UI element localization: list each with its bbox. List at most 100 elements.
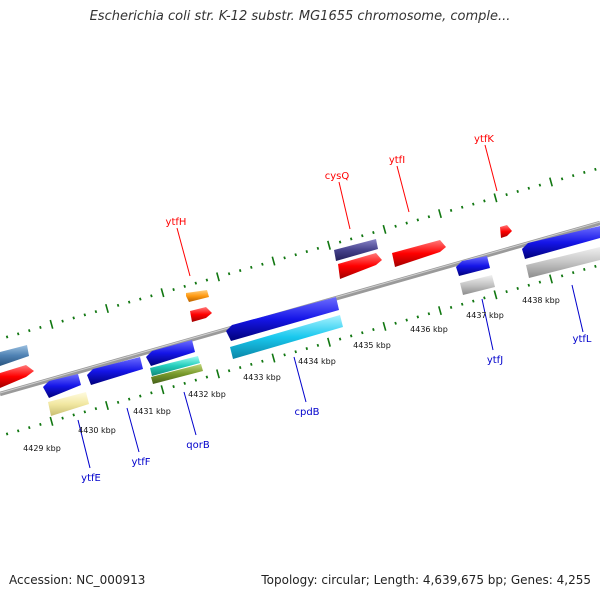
upper-ruler-minor-tick: [305, 250, 309, 254]
upper-ruler-minor-tick: [372, 231, 375, 235]
upper-ruler-minor-tick: [338, 240, 342, 244]
lower-ruler-major-tick: [216, 369, 220, 379]
upper-ruler-minor-tick: [16, 332, 20, 336]
gene-label-ytfI[interactable]: ytfI: [389, 155, 405, 166]
gene-arrow-qorB[interactable]: [146, 340, 195, 366]
map-title: Escherichia coli str. K-12 substr. MG165…: [89, 9, 511, 24]
gene-arrow-ytfE-lower[interactable]: [48, 392, 89, 416]
upper-ruler-major-tick: [216, 272, 220, 282]
gene-arrow-qorB-teal[interactable]: [150, 356, 200, 376]
gene-arrow-cpdB[interactable]: [226, 297, 339, 341]
lower-ruler-major-tick: [438, 306, 442, 316]
gene-label-qorB[interactable]: qorB: [186, 440, 210, 451]
upper-ruler-minor-tick: [72, 316, 75, 320]
upper-ruler-minor-tick: [183, 284, 186, 288]
lower-ruler-minor-tick: [538, 280, 542, 284]
upper-ruler-minor-tick: [583, 170, 586, 174]
gene-arrow-edge-steel[interactable]: [0, 345, 29, 366]
gene-arrow-cysQ-upper[interactable]: [334, 239, 378, 261]
upper-ruler-minor-tick: [39, 325, 42, 329]
upper-ruler-minor-tick: [28, 329, 31, 333]
upper-ruler-minor-tick: [472, 202, 475, 206]
upper-ruler-minor-tick: [594, 167, 597, 171]
gene-label-ytfL[interactable]: ytfL: [573, 334, 592, 345]
gene-arrow-cpdB-lower[interactable]: [230, 315, 343, 359]
gene-label-ytfJ[interactable]: ytfJ: [487, 355, 503, 366]
lower-ruler-minor-tick: [405, 318, 408, 322]
gene-label-ytfF[interactable]: ytfF: [131, 457, 150, 468]
lower-ruler-minor-tick: [483, 296, 486, 300]
lower-ruler-minor-tick: [560, 274, 564, 278]
lower-ruler-minor-tick: [83, 410, 87, 414]
gene-arrow-ytfE[interactable]: [43, 374, 81, 398]
gene-arrow-cysQ[interactable]: [338, 253, 382, 279]
leader-cysQ: [338, 181, 351, 230]
upper-ruler-minor-tick: [238, 269, 242, 273]
gene-arrow-edge-red[interactable]: [0, 365, 34, 388]
lower-ruler-minor-tick: [505, 290, 508, 294]
upper-ruler-minor-tick: [261, 262, 264, 266]
gene-arrow-ytfL-lower[interactable]: [526, 247, 600, 278]
upper-ruler-minor-tick: [505, 193, 508, 197]
upper-ruler-minor-tick: [94, 310, 98, 314]
upper-ruler-minor-tick: [416, 218, 420, 222]
gene-arrow-qorB-olive[interactable]: [151, 364, 203, 384]
lower-ruler-minor-tick: [116, 400, 120, 404]
leader-ytfH: [176, 227, 191, 277]
leader-ytfI: [396, 165, 410, 213]
kbp-tick-labels: 4429 kbp 4430 kbp 4431 kbp 4432 kbp 4433…: [23, 296, 560, 453]
gene-arrow-ytfL[interactable]: [522, 226, 600, 259]
lower-ruler-minor-tick: [427, 312, 431, 316]
lower-ruler-minor-tick: [28, 426, 31, 430]
gene-label-ytfH[interactable]: ytfH: [166, 217, 187, 228]
lower-ruler-minor-tick: [227, 369, 231, 373]
lower-ruler-minor-tick: [5, 432, 9, 436]
upper-ruler-major-tick: [160, 288, 165, 298]
lower-ruler-minor-tick: [150, 391, 153, 395]
gene-arrow-ytfH[interactable]: [190, 307, 212, 322]
tick-label-4436: 4436 kbp: [410, 325, 448, 334]
gene-arrow-ytfK[interactable]: [500, 225, 512, 238]
lower-ruler-minor-tick: [449, 305, 453, 309]
lower-ruler-minor-tick: [349, 334, 353, 338]
tick-label-4430: 4430 kbp: [78, 426, 116, 435]
upper-ruler-minor-tick: [316, 246, 320, 250]
lower-ruler-major-tick: [49, 416, 54, 426]
gene-label-ytfK[interactable]: ytfK: [474, 134, 494, 145]
gene-arrow-ytfF[interactable]: [87, 357, 143, 385]
leader-ytfK: [484, 144, 498, 192]
upper-ruler-minor-tick: [172, 288, 175, 292]
leader-ytfJ: [481, 298, 494, 351]
gene-label-cpdB[interactable]: cpdB: [294, 407, 319, 418]
upper-ruler-minor-tick: [283, 256, 286, 260]
lower-ruler-minor-tick: [72, 413, 75, 417]
gene-arrow-ytfI[interactable]: [392, 240, 446, 267]
lower-ruler-minor-tick: [361, 331, 364, 335]
gene-arrow-ytfJ-lower[interactable]: [460, 275, 495, 295]
upper-ruler-minor-tick: [150, 294, 153, 298]
lower-ruler-minor-tick: [338, 337, 342, 341]
lower-ruler-major-tick: [382, 321, 387, 331]
tick-label-4435: 4435 kbp: [353, 341, 391, 350]
lower-ruler-minor-tick: [94, 407, 98, 411]
gene-arrow-ytfH-upper[interactable]: [186, 290, 209, 302]
gene-label-cysQ[interactable]: cysQ: [325, 171, 350, 182]
lower-ruler-major-tick: [271, 353, 276, 363]
upper-ruler-major-tick: [438, 209, 442, 219]
lower-ruler-minor-tick: [39, 422, 42, 426]
upper-ruler-major-tick: [493, 193, 498, 203]
lower-ruler-major-tick: [160, 385, 165, 395]
upper-ruler-minor-tick: [460, 205, 464, 209]
leader-qorB: [183, 391, 197, 436]
accession-label: Accession: NC_000913: [9, 573, 146, 587]
upper-ruler-major-tick: [327, 240, 331, 250]
lower-ruler-minor-tick: [294, 350, 297, 354]
upper-ruler-minor-tick: [294, 253, 297, 257]
tick-label-4438: 4438 kbp: [522, 296, 560, 305]
lower-ruler-minor-tick: [305, 347, 309, 351]
leader-cpdB: [293, 356, 307, 403]
gene-arrow-ytfJ[interactable]: [456, 256, 490, 276]
gene-label-ytfE[interactable]: ytfE: [81, 473, 101, 484]
upper-ruler-minor-tick: [560, 177, 564, 181]
